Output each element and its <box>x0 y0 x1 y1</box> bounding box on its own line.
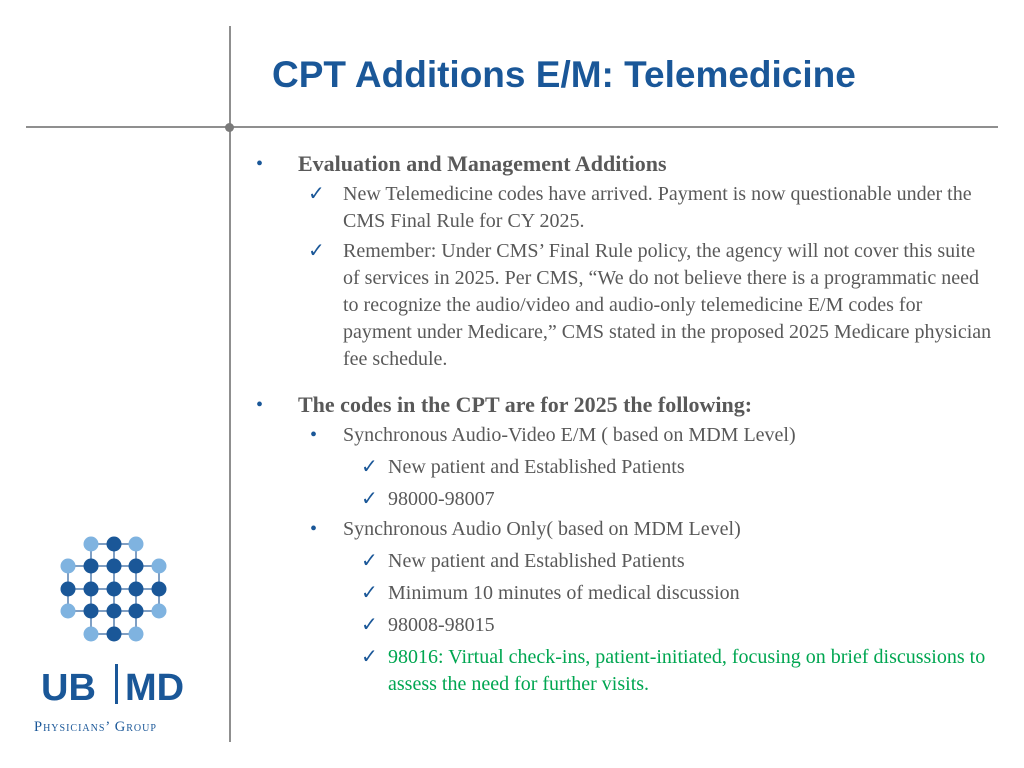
logo-separator <box>115 664 118 704</box>
bullet-icon: • <box>256 153 264 175</box>
bullet-icon: • <box>310 518 318 540</box>
group-label-audio-video: • Synchronous Audio-Video E/M ( based on… <box>256 422 996 449</box>
list-item-text: New patient and Established Patients <box>388 456 685 478</box>
list-item-highlight: ✓ 98016: Virtual check-ins, patient-init… <box>256 644 996 698</box>
list-item-text: New Telemedicine codes have arrived. Pay… <box>343 183 972 232</box>
section-heading-text: The codes in the CPT are for 2025 the fo… <box>298 392 753 417</box>
slide-title: CPT Additions E/M: Telemedicine <box>272 54 856 95</box>
logo-brand-left: UB <box>41 667 96 709</box>
list-item-text: 98016: Virtual check-ins, patient-initia… <box>388 646 986 695</box>
checkmark-icon: ✓ <box>308 240 325 262</box>
section-heading-em-additions: • Evaluation and Management Additions <box>256 150 996 178</box>
list-item-text: Minimum 10 minutes of medical discussion <box>388 582 740 604</box>
list-item-text: 98008-98015 <box>388 614 495 636</box>
checkmark-icon: ✓ <box>361 614 378 636</box>
vertical-divider <box>229 26 231 742</box>
group-label-text: Synchronous Audio-Video E/M ( based on M… <box>343 424 796 446</box>
section-heading-text: Evaluation and Management Additions <box>298 151 667 176</box>
list-item: ✓ New Telemedicine codes have arrived. P… <box>256 181 996 235</box>
checkmark-icon: ✓ <box>361 456 378 478</box>
bullet-icon: • <box>256 394 264 416</box>
list-item: ✓ 98000-98007 <box>256 486 996 513</box>
logo-subtitle: Physicians’ Group <box>34 719 157 735</box>
group-label-audio-only: • Synchronous Audio Only( based on MDM L… <box>256 516 996 543</box>
list-item: ✓ New patient and Established Patients <box>256 454 996 481</box>
list-item: ✓ Remember: Under CMS’ Final Rule policy… <box>256 238 996 373</box>
bullet-icon: • <box>310 424 318 446</box>
list-item: ✓ Minimum 10 minutes of medical discussi… <box>256 580 996 607</box>
horizontal-divider <box>26 126 998 128</box>
checkmark-icon: ✓ <box>361 646 378 668</box>
list-item: ✓ New patient and Established Patients <box>256 548 996 575</box>
group-label-text: Synchronous Audio Only( based on MDM Lev… <box>343 518 741 540</box>
list-item-text: New patient and Established Patients <box>388 550 685 572</box>
checkmark-icon: ✓ <box>361 550 378 572</box>
list-item-text: 98000-98007 <box>388 488 495 510</box>
logo-brand-right: MD <box>125 667 184 709</box>
section-heading-cpt-codes: • The codes in the CPT are for 2025 the … <box>256 391 996 419</box>
checkmark-icon: ✓ <box>308 183 325 205</box>
divider-junction-dot <box>225 123 234 132</box>
slide-content: • Evaluation and Management Additions ✓ … <box>256 150 996 698</box>
checkmark-icon: ✓ <box>361 582 378 604</box>
ubmd-logo: UB MD Physicians’ Group <box>34 536 184 735</box>
list-item: ✓ 98008-98015 <box>256 612 996 639</box>
logo-dot-grid-icon <box>60 536 167 642</box>
list-item-text: Remember: Under CMS’ Final Rule policy, … <box>343 240 992 370</box>
checkmark-icon: ✓ <box>361 488 378 510</box>
